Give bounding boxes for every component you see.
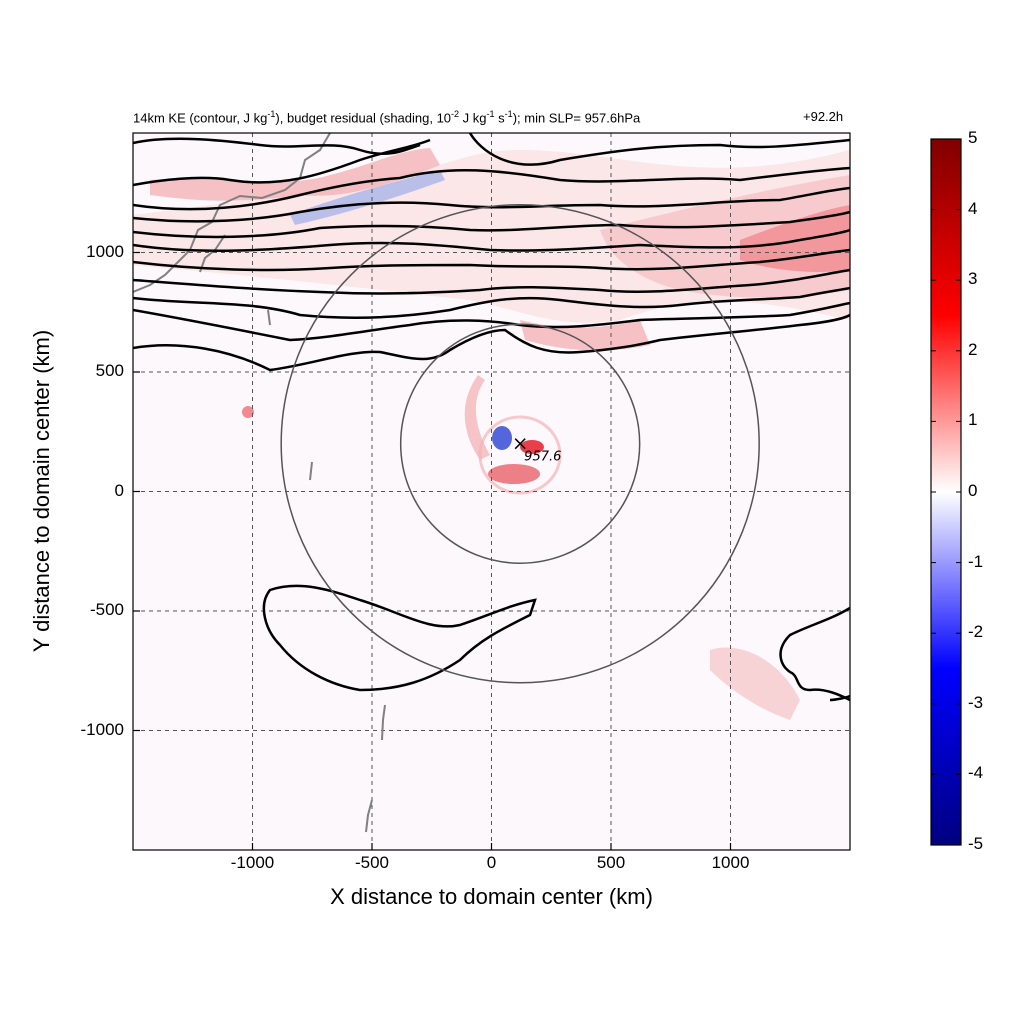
x-tick-label: 500 xyxy=(596,853,626,872)
storm-marker-stroke xyxy=(514,438,526,450)
colorbar-tick-label: 4 xyxy=(968,198,978,218)
range-circle xyxy=(280,203,760,684)
y-tick-label: -500 xyxy=(89,600,124,619)
colorbar-tick-label: -5 xyxy=(968,834,984,853)
colorbar-tick-marks xyxy=(931,138,961,846)
colorbar-tick-label: -3 xyxy=(968,692,984,712)
colorbar-tick-label: 5 xyxy=(968,128,978,147)
range-circles xyxy=(280,203,760,684)
x-tick-label: -500 xyxy=(354,853,390,872)
colorbar-tick-label: -4 xyxy=(968,763,984,783)
y-axis-label: Y distance to domain center (km) xyxy=(29,329,54,653)
storm-center-marker xyxy=(514,438,526,450)
colorbar-tick-label: -1 xyxy=(968,551,984,571)
chart-title: 14km KE (contour, J kg-1), budget residu… xyxy=(133,109,641,126)
colorbar-tick-label: 2 xyxy=(968,339,978,359)
x-axis-label: X distance to domain center (km) xyxy=(330,884,653,909)
ke-contours xyxy=(133,133,850,702)
min-slp-label: 957.6 xyxy=(524,450,561,465)
colorbar-tick-label: 3 xyxy=(968,269,978,289)
colorbar-tick-label: 1 xyxy=(968,410,978,430)
x-tick-label: 1000 xyxy=(711,853,750,872)
axis-tick-marks xyxy=(133,251,732,850)
plot-area: 957.6 xyxy=(132,132,851,851)
forecast-time-label: +92.2h xyxy=(803,109,844,124)
y-tick-label: 1000 xyxy=(86,241,124,261)
colorbar-tick-label: -2 xyxy=(968,622,984,642)
coastline xyxy=(133,133,386,833)
x-tick-label: -1000 xyxy=(230,853,275,872)
colorbar-tick-label: 0 xyxy=(968,481,978,500)
y-tick-label: 0 xyxy=(114,480,124,500)
y-tick-label: 500 xyxy=(95,361,124,380)
colorbar xyxy=(930,138,962,846)
x-tick-label: 0 xyxy=(486,853,497,872)
y-tick-label: -1000 xyxy=(80,719,124,739)
range-circle xyxy=(399,323,641,564)
